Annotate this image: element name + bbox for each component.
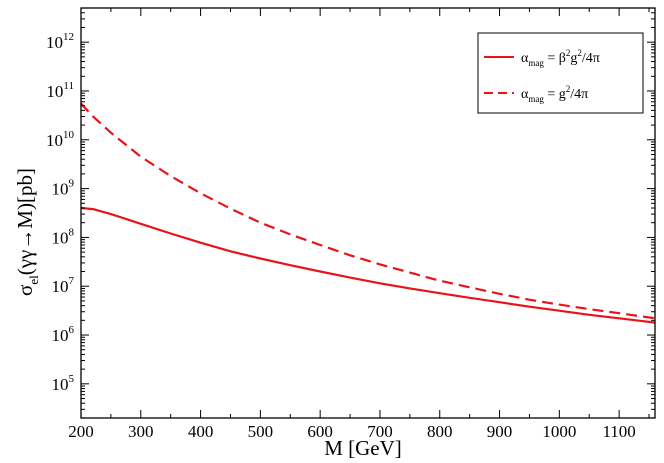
y-axis-title-prefix: σ	[13, 285, 37, 296]
x-tick-label: 900	[487, 422, 513, 441]
x-tick-label: 700	[367, 422, 393, 441]
y-axis-title: σel(γγ→M)[pb]	[13, 168, 41, 296]
y-axis: 105 106 107 108 109 1010 1011 1012	[46, 7, 655, 419]
plot-frame	[80, 7, 656, 419]
legend-entry-2: αmag = g2/4π	[521, 84, 588, 104]
x-axis: 200 300 400 500 600 700 800 900 1000 1100	[68, 8, 650, 441]
y-tick-label: 109	[52, 178, 75, 199]
svg-text:σel(γγ→M)[pb]: σel(γγ→M)[pb]	[13, 168, 41, 296]
x-tick-label: 500	[248, 422, 274, 441]
y-tick-label: 105	[52, 373, 75, 394]
y-tick-label: 108	[52, 226, 75, 247]
y-tick-label: 1012	[46, 31, 74, 52]
x-tick-label: 400	[188, 422, 214, 441]
legend-entry-1: αmag = β2g2/4π	[521, 48, 600, 68]
y-tick-label: 106	[52, 324, 75, 345]
x-tick-label: 300	[128, 422, 154, 441]
x-tick-label: 1000	[542, 422, 576, 441]
series-line-1	[80, 206, 656, 324]
legend: αmag = β2g2/4π αmag = g2/4π	[477, 32, 644, 114]
y-axis-title-sub: el	[26, 275, 41, 285]
x-tick-label: 1100	[602, 422, 635, 441]
x-tick-label: 200	[68, 422, 94, 441]
legend-box	[477, 32, 644, 114]
x-tick-label: 600	[307, 422, 333, 441]
x-axis-title: M [GeV]	[324, 436, 402, 460]
plot-area	[80, 7, 656, 419]
y-tick-label: 1010	[46, 129, 75, 150]
y-tick-label: 1011	[46, 80, 74, 101]
y-axis-title-suffix: (γγ→M)[pb]	[13, 168, 37, 275]
x-tick-label: 800	[427, 422, 453, 441]
series-line-2	[80, 102, 656, 320]
y-tick-label: 107	[52, 275, 75, 296]
